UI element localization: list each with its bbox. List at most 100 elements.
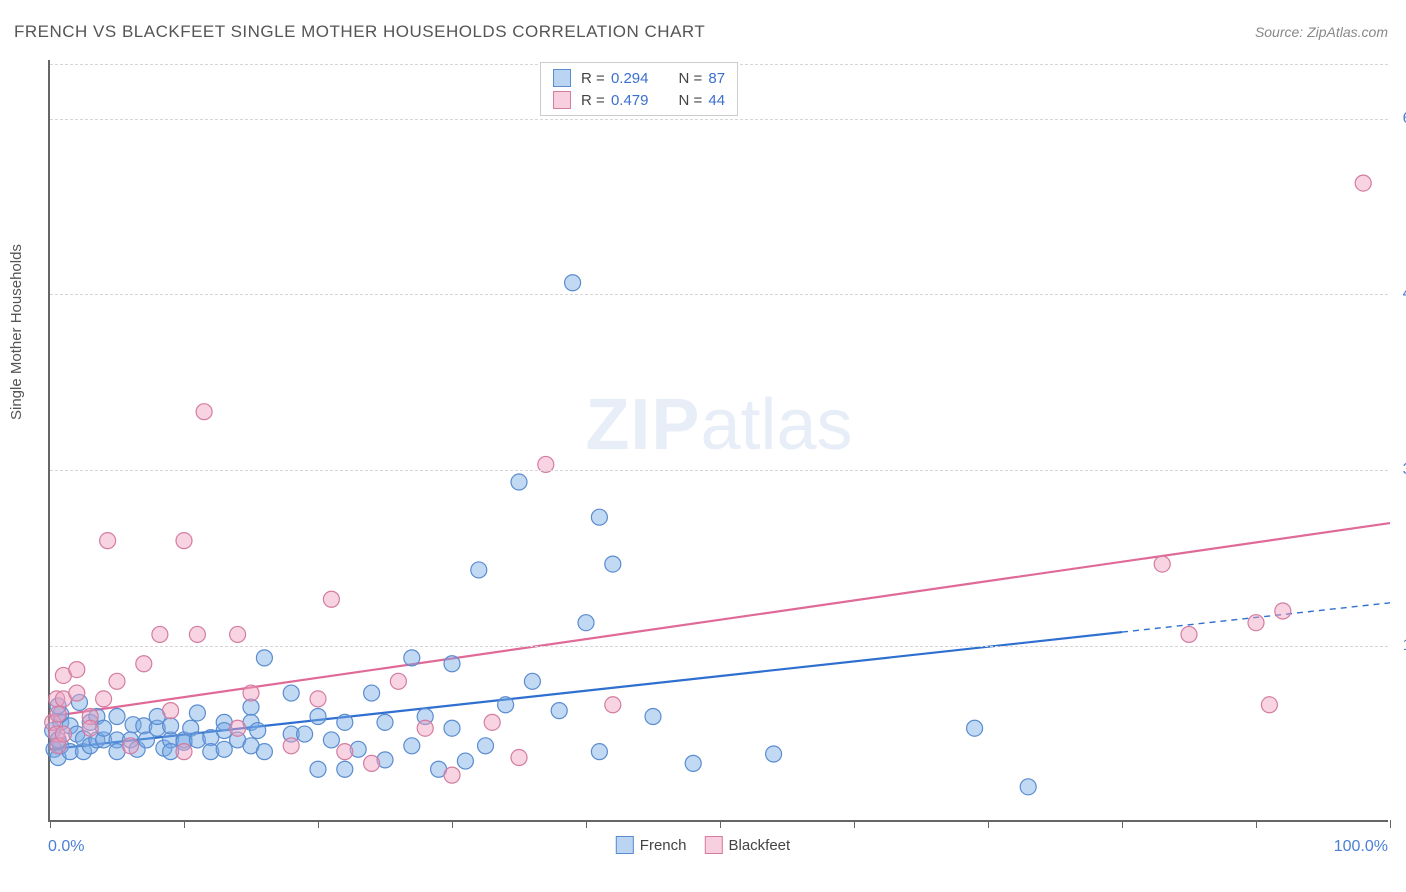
data-point-french — [163, 718, 179, 734]
data-point-blackfeet — [323, 591, 339, 607]
legend-item-french: French — [616, 836, 687, 854]
data-point-blackfeet — [1355, 175, 1371, 191]
data-point-blackfeet — [136, 656, 152, 672]
correlation-legend: R = 0.294 N = 87 R = 0.479 N = 44 — [540, 62, 738, 116]
chart-title: FRENCH VS BLACKFEET SINGLE MOTHER HOUSEH… — [14, 22, 705, 42]
data-point-french — [323, 732, 339, 748]
gridline — [50, 294, 1388, 295]
data-point-blackfeet — [163, 703, 179, 719]
r-label: R = — [581, 70, 605, 87]
data-point-french — [310, 708, 326, 724]
data-point-french — [337, 761, 353, 777]
data-point-blackfeet — [109, 673, 125, 689]
data-point-french — [189, 705, 205, 721]
data-point-french — [645, 708, 661, 724]
data-point-french — [766, 746, 782, 762]
data-point-blackfeet — [230, 720, 246, 736]
data-point-blackfeet — [444, 767, 460, 783]
source-attribution: Source: ZipAtlas.com — [1255, 24, 1388, 40]
data-point-blackfeet — [1275, 603, 1291, 619]
x-tick — [318, 820, 319, 828]
legend-label: French — [640, 837, 687, 854]
swatch-blue-icon — [616, 836, 634, 854]
data-point-blackfeet — [605, 697, 621, 713]
x-tick — [988, 820, 989, 828]
y-axis-label: Single Mother Households — [8, 244, 25, 420]
data-point-blackfeet — [484, 714, 500, 730]
source-name: ZipAtlas.com — [1307, 24, 1388, 40]
series-legend: French Blackfeet — [616, 836, 790, 854]
data-point-blackfeet — [122, 738, 138, 754]
x-tick — [50, 820, 51, 828]
gridline — [50, 646, 1388, 647]
data-point-blackfeet — [310, 691, 326, 707]
correlation-row-french: R = 0.294 N = 87 — [553, 67, 725, 89]
data-point-blackfeet — [100, 533, 116, 549]
data-point-blackfeet — [511, 750, 527, 766]
gridline — [50, 470, 1388, 471]
y-tick-label: 30.0% — [1403, 461, 1406, 479]
y-tick-label: 60.0% — [1403, 110, 1406, 128]
data-point-french — [498, 697, 514, 713]
legend-label: Blackfeet — [728, 837, 790, 854]
data-point-french — [685, 755, 701, 771]
data-point-french — [551, 703, 567, 719]
data-point-french — [216, 741, 232, 757]
x-tick — [1256, 820, 1257, 828]
x-tick — [854, 820, 855, 828]
data-point-blackfeet — [283, 738, 299, 754]
data-point-french — [605, 556, 621, 572]
data-point-french — [565, 275, 581, 291]
data-point-french — [109, 708, 125, 724]
data-point-blackfeet — [82, 720, 98, 736]
x-tick — [452, 820, 453, 828]
y-tick-label: 45.0% — [1403, 285, 1406, 303]
x-axis-max-label: 100.0% — [1334, 838, 1388, 856]
legend-item-blackfeet: Blackfeet — [704, 836, 790, 854]
swatch-blue-icon — [553, 69, 571, 87]
data-point-french — [444, 720, 460, 736]
data-point-blackfeet — [176, 533, 192, 549]
data-point-french — [377, 714, 393, 730]
data-point-blackfeet — [1248, 615, 1264, 631]
data-point-blackfeet — [1261, 697, 1277, 713]
data-point-french — [337, 714, 353, 730]
correlation-row-blackfeet: R = 0.479 N = 44 — [553, 89, 725, 111]
data-point-french — [404, 650, 420, 666]
data-point-french — [283, 685, 299, 701]
data-point-blackfeet — [364, 755, 380, 771]
data-point-blackfeet — [189, 626, 205, 642]
data-point-blackfeet — [390, 673, 406, 689]
data-point-blackfeet — [230, 626, 246, 642]
data-point-french — [310, 761, 326, 777]
data-point-french — [591, 744, 607, 760]
n-value: 87 — [708, 70, 725, 87]
data-point-blackfeet — [1154, 556, 1170, 572]
x-tick — [184, 820, 185, 828]
x-tick — [720, 820, 721, 828]
data-point-french — [478, 738, 494, 754]
data-point-blackfeet — [1181, 626, 1197, 642]
data-point-french — [250, 723, 266, 739]
data-point-french — [1020, 779, 1036, 795]
y-tick-label: 15.0% — [1403, 637, 1406, 655]
data-point-blackfeet — [69, 685, 85, 701]
data-point-french — [591, 509, 607, 525]
data-point-french — [404, 738, 420, 754]
x-tick — [1390, 820, 1391, 828]
data-point-french — [256, 744, 272, 760]
scatter-points-layer — [50, 60, 1388, 820]
plot-area: ZIPatlas 15.0%30.0%45.0%60.0% — [48, 60, 1388, 822]
data-point-french — [444, 656, 460, 672]
data-point-french — [524, 673, 540, 689]
source-prefix: Source: — [1255, 24, 1307, 40]
data-point-blackfeet — [417, 720, 433, 736]
n-value: 44 — [708, 92, 725, 109]
data-point-french — [256, 650, 272, 666]
data-point-french — [297, 726, 313, 742]
data-point-blackfeet — [243, 685, 259, 701]
data-point-blackfeet — [337, 744, 353, 760]
data-point-french — [578, 615, 594, 631]
data-point-blackfeet — [152, 626, 168, 642]
r-value: 0.479 — [611, 92, 649, 109]
